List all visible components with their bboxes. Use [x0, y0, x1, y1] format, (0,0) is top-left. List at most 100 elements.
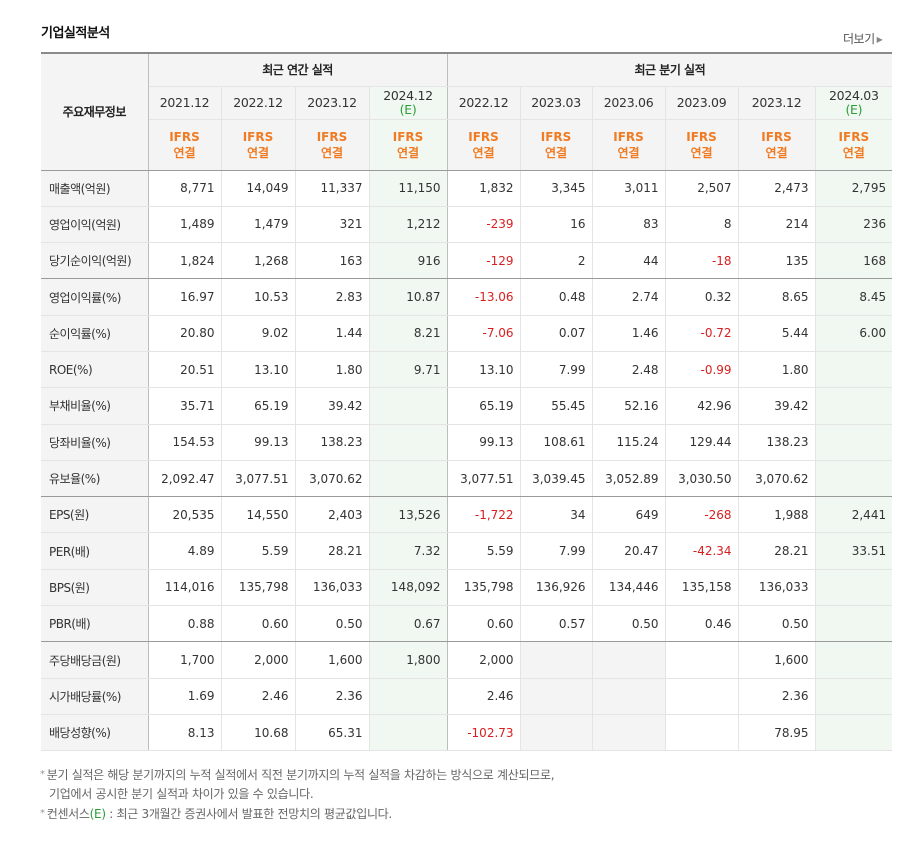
table-cell: 8,771: [148, 170, 222, 207]
table-cell: 138.23: [738, 424, 816, 461]
table-cell: 8: [665, 206, 739, 244]
table-row: 시가배당률(%) 1.69 2.46 2.36 2.46 2.36: [41, 678, 893, 715]
ifrs-badge: IFRS 연결: [295, 119, 370, 171]
ifrs-badge: IFRS 연결: [520, 119, 593, 171]
table-cell: 649: [592, 496, 666, 534]
period-header: 2023.12: [295, 86, 370, 120]
table-cell: [815, 460, 893, 498]
table-row: 영업이익(억원) 1,489 1,479 321 1,212 -239 16 83 8 214 23…: [41, 206, 893, 244]
table-cell: 2.36: [738, 678, 816, 715]
table-cell: 34: [520, 496, 593, 534]
period-header: 2021.12: [148, 86, 222, 120]
row-label: PBR(배): [41, 605, 149, 643]
table-cell: 14,550: [221, 496, 296, 534]
table-cell: 42.96: [665, 387, 739, 425]
table-cell: 3,070.62: [738, 460, 816, 498]
table-cell: 1,212: [369, 206, 448, 244]
table-cell: 11,150: [369, 170, 448, 207]
table-cell: 2,795: [815, 170, 893, 207]
row-label: 순이익률(%): [41, 315, 149, 352]
table-cell: 39.42: [738, 387, 816, 425]
table-cell: -0.99: [665, 351, 739, 389]
table-cell: 1.69: [148, 678, 222, 715]
table-cell: -42.34: [665, 532, 739, 570]
table-body: 매출액(억원) 8,771 14,049 11,337 11,150 1,832 3,345…: [41, 170, 893, 752]
table-cell: 5.59: [221, 532, 296, 570]
table-row: EPS(원) 20,535 14,550 2,403 13,526 -1,722 34 649…: [41, 496, 893, 534]
table-cell: -0.72: [665, 315, 739, 352]
row-label: 시가배당률(%): [41, 678, 149, 715]
table-cell: 28.21: [738, 532, 816, 570]
table-cell: 78.95: [738, 714, 816, 752]
table-cell: 135,158: [665, 569, 739, 607]
footnote-1-cont: 기업에서 공시한 분기 실적과 차이가 있을 수 있습니다.: [49, 787, 314, 801]
table-cell: 1,600: [295, 641, 370, 679]
section-title: 기업실적분석: [41, 26, 110, 41]
ifrs-header-row: IFRS 연결 IFRS 연결 IFRS 연결 IFRS 연결 IFRS 연결 IFRS 연결 IFRS…: [41, 119, 893, 171]
table-cell: 39.42: [295, 387, 370, 425]
table-cell: 11,337: [295, 170, 370, 207]
table-cell: 65.19: [447, 387, 521, 425]
table-cell: 0.60: [221, 605, 296, 643]
table-cell: 5.59: [447, 532, 521, 570]
table-cell: 1,988: [738, 496, 816, 534]
table-cell: 2,092.47: [148, 460, 222, 498]
table-cell: 2.48: [592, 351, 666, 389]
ifrs-badge: IFRS 연결: [148, 119, 222, 171]
table-cell: 0.50: [592, 605, 666, 643]
table-cell: 136,926: [520, 569, 593, 607]
row-label: 영업이익(억원): [41, 206, 149, 244]
table-cell: 7.32: [369, 532, 448, 570]
table-cell: 8.45: [815, 278, 893, 316]
table-cell: 1.80: [295, 351, 370, 389]
table-cell: 1,832: [447, 170, 521, 207]
table-cell: 168: [815, 242, 893, 280]
table-cell: [815, 641, 893, 679]
period-header: 2024.12 (E): [369, 86, 448, 120]
ifrs-badge: IFRS 연결: [592, 119, 666, 171]
table-cell: -239: [447, 206, 521, 244]
table-cell: 1.80: [738, 351, 816, 389]
table-row: 매출액(억원) 8,771 14,049 11,337 11,150 1,832 3,345…: [41, 170, 893, 207]
table-cell: -102.73: [447, 714, 521, 752]
table-cell: 135: [738, 242, 816, 280]
table-cell: 0.67: [369, 605, 448, 643]
table-cell: 65.19: [221, 387, 296, 425]
table-row: 당좌비율(%) 154.53 99.13 138.23 99.13 108.61 115.2…: [41, 424, 893, 461]
table-cell: 1.44: [295, 315, 370, 352]
table-cell: -1,722: [447, 496, 521, 534]
table-cell: 55.45: [520, 387, 593, 425]
period-header: 2022.12: [447, 86, 521, 120]
table-cell: 0.88: [148, 605, 222, 643]
row-label: 당좌비율(%): [41, 424, 149, 461]
asterisk-icon: *: [40, 808, 45, 819]
table-cell: 0.32: [665, 278, 739, 316]
table-cell: -129: [447, 242, 521, 280]
table-cell: 13.10: [221, 351, 296, 389]
period-header-row: 2021.12 2022.12 2023.12 2024.12 (E) 2022.12 20…: [41, 86, 893, 120]
period-header: 2022.12: [221, 86, 296, 120]
quarter-group-header: 최근 분기 실적: [447, 52, 893, 87]
table-cell: 138.23: [295, 424, 370, 461]
table-cell: 14,049: [221, 170, 296, 207]
footnotes: * 분기 실적은 해당 분기까지의 누적 실적에서 직전 분기까지의 누적 실적을…: [40, 765, 555, 824]
row-label: BPS(원): [41, 569, 149, 607]
row-label: 배당성향(%): [41, 714, 149, 752]
more-link[interactable]: 더보기 ▶: [843, 30, 883, 47]
table-cell: 136,033: [295, 569, 370, 607]
period-header: 2023.03: [520, 86, 593, 120]
table-cell: 0.60: [447, 605, 521, 643]
table-cell: 99.13: [221, 424, 296, 461]
table-cell: 2,473: [738, 170, 816, 207]
financial-table: 주요재무정보 최근 연간 실적 최근 분기 실적 2021.12 2022.12 2…: [41, 52, 893, 752]
table-row: PBR(배) 0.88 0.60 0.50 0.67 0.60 0.57 0.50 0.46 0.…: [41, 605, 893, 643]
table-cell: 129.44: [665, 424, 739, 461]
table-cell: 2,403: [295, 496, 370, 534]
footnote-1: * 분기 실적은 해당 분기까지의 누적 실적에서 직전 분기까지의 누적 실적을…: [40, 768, 555, 782]
table-cell: 10.87: [369, 278, 448, 316]
asterisk-icon: *: [40, 769, 45, 780]
table-cell: 1,824: [148, 242, 222, 280]
table-cell: 1,700: [148, 641, 222, 679]
table-cell: 2,507: [665, 170, 739, 207]
row-header-label: 주요재무정보: [41, 52, 149, 171]
